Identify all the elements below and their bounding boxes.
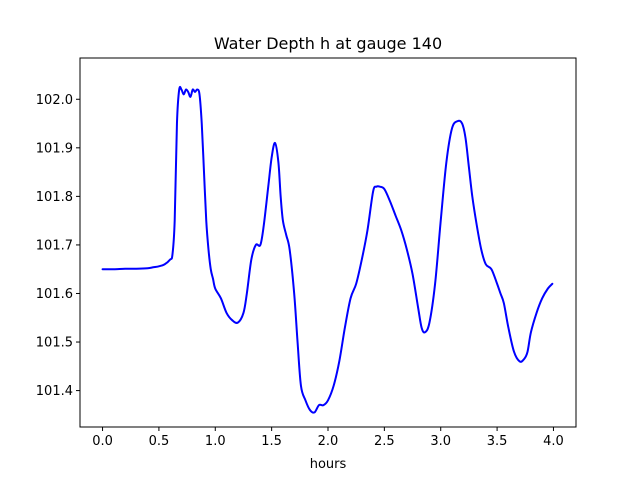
y-tick-label: 101.7	[36, 238, 73, 253]
y-tick-label: 101.8	[36, 190, 73, 205]
series-line-water-depth	[101, 85, 554, 414]
x-tick-label: 4.0	[543, 434, 564, 449]
y-axis: 101.4 101.5 101.6 101.7 101.8 101.9 102.0	[36, 93, 80, 399]
x-tick-label: 1.5	[261, 434, 282, 449]
y-tick-label: 101.6	[36, 287, 73, 302]
chart-title: Water Depth h at gauge 140	[214, 34, 442, 53]
x-tick-label: 2.0	[318, 434, 339, 449]
plot-frame	[79, 57, 577, 428]
plot-area	[101, 85, 554, 414]
x-tick-label: 3.5	[487, 434, 508, 449]
y-tick-label: 101.9	[36, 141, 73, 156]
x-axis-label: hours	[310, 457, 347, 472]
x-tick-label: 2.5	[374, 434, 395, 449]
x-axis: 0.0 0.5 1.0 1.5 2.0 2.5 3.0 3.5 4.0	[92, 427, 564, 449]
x-tick-label: 3.0	[430, 434, 451, 449]
y-tick-label: 101.4	[36, 384, 73, 399]
x-tick-label: 0.0	[92, 434, 113, 449]
x-tick-label: 1.0	[205, 434, 226, 449]
x-tick-label: 0.5	[149, 434, 170, 449]
y-tick-label: 102.0	[36, 93, 73, 108]
y-tick-label: 101.5	[36, 336, 73, 351]
